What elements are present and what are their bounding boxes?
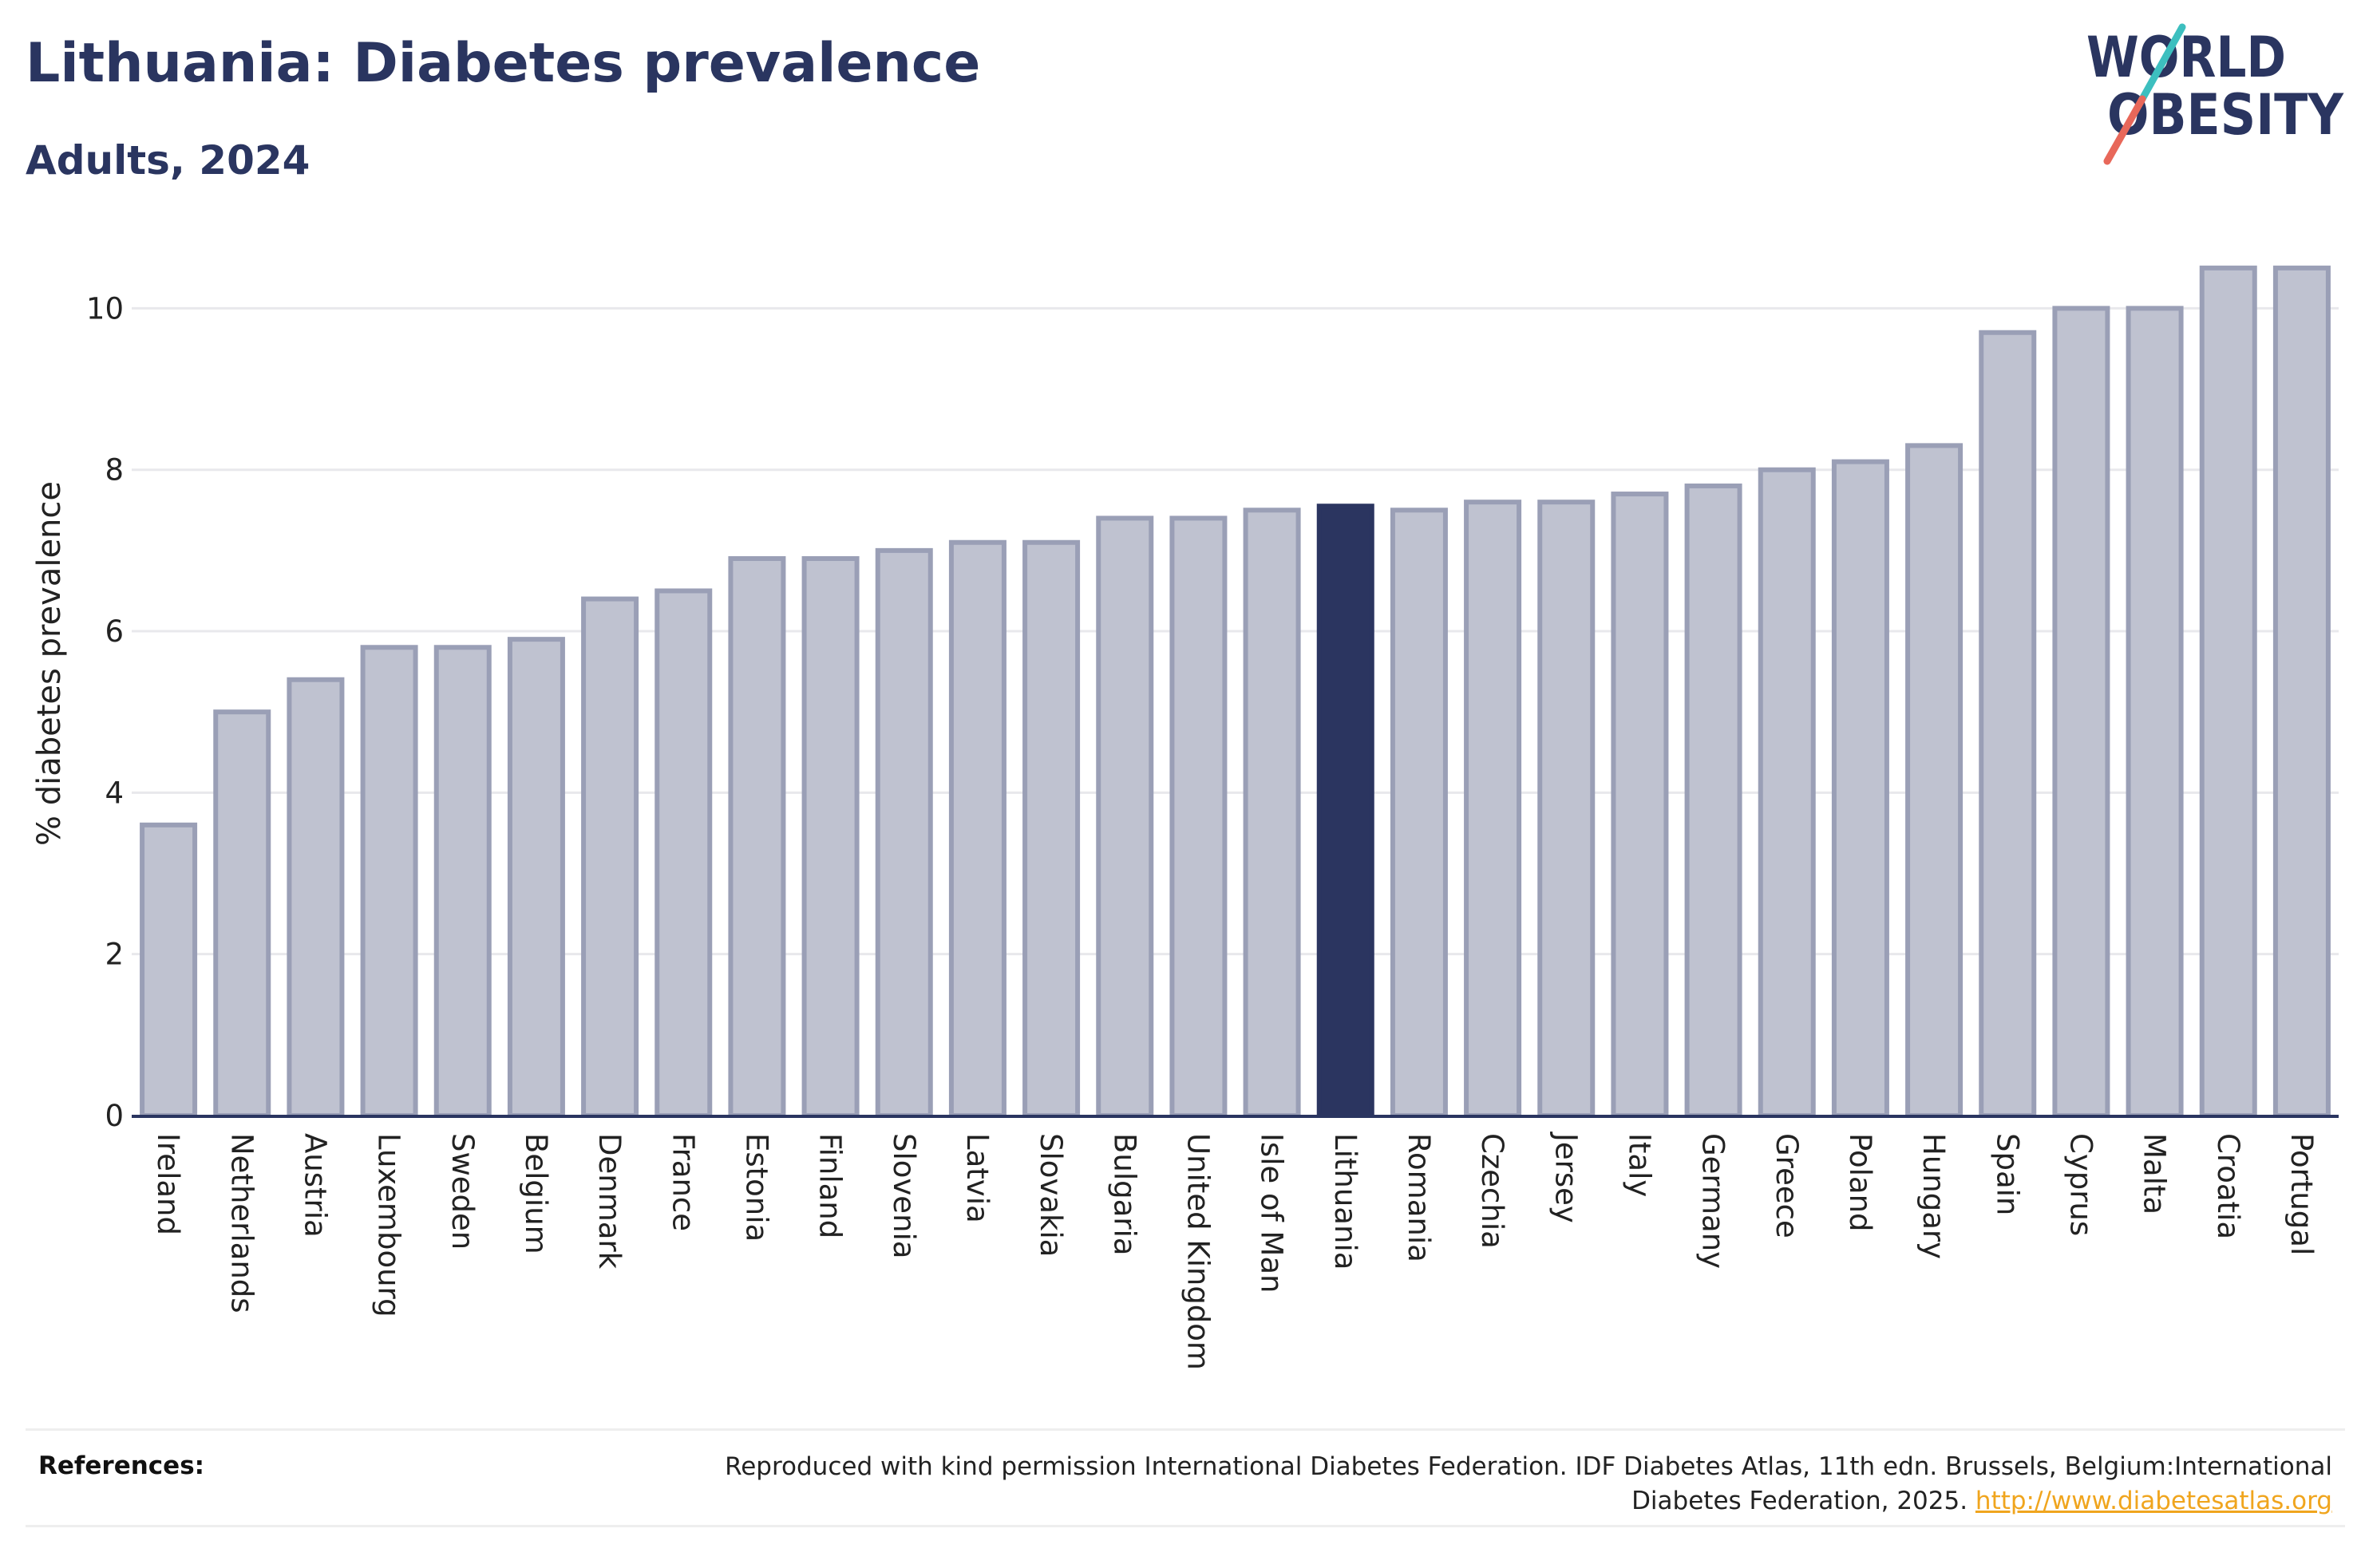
x-tick-label: Luxembourg (372, 1133, 406, 1317)
x-tick-label: Latvia (960, 1133, 995, 1223)
x-tick-label: Lithuania (1328, 1133, 1362, 1270)
bar-italy (1611, 492, 1669, 1118)
x-tick-label: Portugal (2284, 1133, 2319, 1255)
references-label: References: (38, 1451, 205, 1480)
logo-slash-teal (2138, 23, 2186, 103)
y-tick-label: 6 (105, 614, 124, 649)
x-tick-label: Ireland (151, 1133, 185, 1235)
bar-austria (287, 677, 345, 1118)
x-tick-label: Denmark (592, 1133, 627, 1270)
bar-portugal (2272, 265, 2331, 1118)
bar-france (655, 588, 713, 1118)
bar-cyprus (2052, 306, 2110, 1118)
x-tick-label: United Kingdom (1180, 1133, 1215, 1370)
logo-line1: WORLD (2086, 25, 2286, 90)
bar-slovenia (875, 547, 933, 1118)
x-tick-label: Spain (1990, 1133, 2024, 1215)
x-tick-label: Netherlands (224, 1133, 259, 1313)
bar-latvia (948, 539, 1006, 1118)
world-obesity-logo: WORLD OBESITY (2086, 23, 2344, 165)
x-tick-label: Malta (2138, 1133, 2172, 1215)
references-box: References: Reproduced with kind permiss… (26, 1428, 2345, 1527)
x-tick-label: Greece (1770, 1133, 1804, 1238)
x-tick-label: Czechia (1475, 1133, 1509, 1249)
bar-isle-of-man (1243, 508, 1301, 1118)
bar-hungary (1905, 443, 1964, 1118)
x-tick-label: Italy (1622, 1133, 1656, 1197)
chart-subtitle: Adults, 2024 (26, 137, 310, 184)
x-tick-label: Romania (1402, 1133, 1436, 1262)
bar-croatia (2199, 265, 2257, 1118)
bar-malta (2126, 306, 2184, 1118)
bar-sweden (433, 645, 492, 1118)
y-tick-label: 2 (105, 938, 124, 972)
x-tick-label: Cyprus (2063, 1133, 2098, 1236)
bar-belgium (507, 637, 565, 1118)
bar-netherlands (213, 709, 271, 1118)
bar-finland (801, 555, 860, 1118)
x-tick-label: Isle of Man (1255, 1133, 1289, 1293)
y-axis-title: % diabetes prevalence (31, 481, 68, 846)
x-tick-label: France (666, 1133, 700, 1231)
x-tick-label: Estonia (739, 1133, 773, 1242)
x-tick-label: Belgium (519, 1133, 553, 1254)
references-text: Reproduced with kind permission Internat… (704, 1450, 2332, 1519)
references-link[interactable]: http://www.diabetesatlas.org (1975, 1487, 2332, 1515)
bar-luxembourg (360, 645, 418, 1118)
chart-title: Lithuania: Diabetes prevalence (26, 32, 981, 95)
x-tick-label: Poland (1843, 1133, 1877, 1232)
x-tick-label: Bulgaria (1107, 1133, 1141, 1255)
bar-greece (1758, 467, 1816, 1118)
x-tick-label: Slovakia (1034, 1133, 1068, 1257)
bar-germany (1684, 483, 1742, 1118)
bar-spain (1979, 330, 2037, 1118)
x-tick-label: Austria (298, 1133, 332, 1238)
bar-estonia (728, 555, 786, 1118)
bar-denmark (581, 596, 639, 1118)
x-tick-label: Hungary (1916, 1133, 1951, 1259)
bar-romania (1390, 508, 1448, 1118)
x-tick-label: Sweden (445, 1133, 480, 1250)
bar-united-kingdom (1169, 515, 1228, 1118)
bar-poland (1831, 459, 1889, 1118)
bar-czechia (1464, 500, 1522, 1118)
logo-slash-coral (2103, 95, 2146, 165)
y-tick-label: 8 (105, 453, 124, 488)
y-tick-label: 10 (86, 291, 124, 326)
x-tick-label: Finland (813, 1133, 848, 1238)
y-tick-label: 4 (105, 776, 124, 810)
x-tick-label: Croatia (2211, 1133, 2245, 1239)
x-tick-label: Slovenia (887, 1133, 921, 1258)
references-citation: Reproduced with kind permission Internat… (725, 1452, 2332, 1515)
x-tick-label: Jersey (1548, 1132, 1583, 1223)
x-tick-label: Germany (1696, 1133, 1730, 1269)
bar-ireland (140, 822, 198, 1118)
bar-slovakia (1022, 539, 1081, 1118)
bar-lithuania (1316, 504, 1374, 1118)
bar-bulgaria (1096, 515, 1154, 1118)
y-tick-label: 0 (105, 1099, 124, 1133)
bar-jersey (1537, 500, 1596, 1118)
